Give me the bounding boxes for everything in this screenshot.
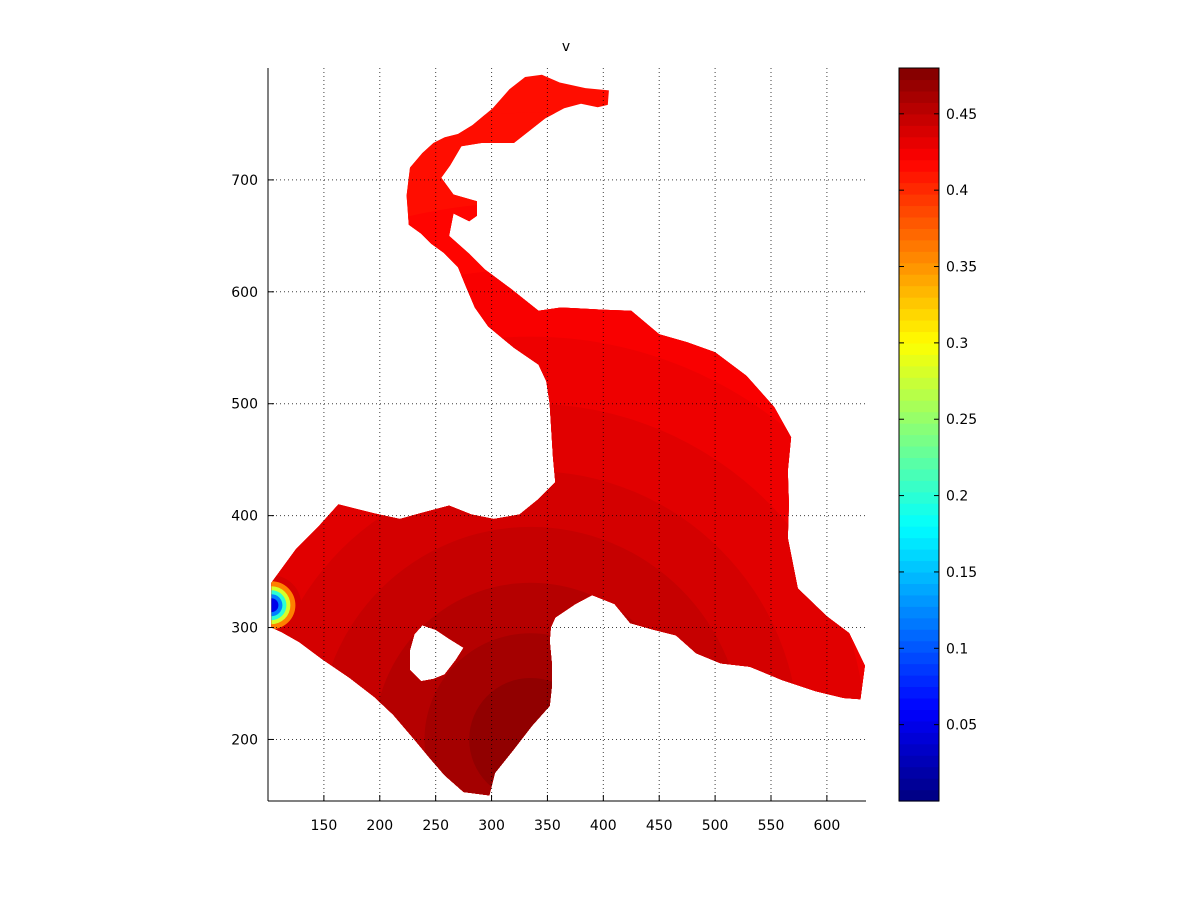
x-tick-label-200: 200 [366, 818, 393, 834]
colorbar-band-51 [899, 205, 939, 217]
x-tick-label-400: 400 [590, 818, 617, 834]
edge-anomaly-ring-5 [264, 598, 278, 612]
colorbar-band-60 [899, 102, 939, 114]
colorbar-band-10 [899, 675, 939, 687]
x-tick-label-250: 250 [422, 818, 449, 834]
colorbar-band-31 [899, 435, 939, 447]
x-tick-label-450: 450 [646, 818, 673, 834]
colorbar-band-26 [899, 492, 939, 504]
colorbar-band-39 [899, 343, 939, 355]
colorbar-band-47 [899, 251, 939, 263]
colorbar-tick-label-6: 0.35 [946, 260, 977, 276]
chart-title: v [562, 39, 570, 55]
colorbar-band-18 [899, 583, 939, 595]
colorbar-band-4 [899, 744, 939, 756]
colorbar-band-34 [899, 400, 939, 412]
colorbar-tick-label-2: 0.15 [946, 565, 977, 581]
colorbar-band-55 [899, 160, 939, 172]
colorbar-band-20 [899, 560, 939, 572]
colorbar-band-38 [899, 354, 939, 366]
colorbar-band-49 [899, 228, 939, 240]
colorbar-band-41 [899, 320, 939, 332]
colorbar-band-8 [899, 698, 939, 710]
x-tick-label-350: 350 [534, 818, 561, 834]
colorbar-tick-label-8: 0.45 [946, 107, 977, 123]
colorbar-band-48 [899, 240, 939, 252]
colorbar-band-3 [899, 755, 939, 767]
colorbar-band-7 [899, 709, 939, 721]
y-tick-label-400: 400 [231, 509, 258, 525]
colorbar-band-24 [899, 515, 939, 527]
colorbar-band-33 [899, 412, 939, 424]
colorbar-band-44 [899, 286, 939, 298]
x-tick-label-150: 150 [311, 818, 338, 834]
colorbar-band-28 [899, 469, 939, 481]
colorbar-band-9 [899, 686, 939, 698]
colorbar-band-50 [899, 217, 939, 229]
colorbar-band-22 [899, 538, 939, 550]
colorbar-band-13 [899, 641, 939, 653]
colorbar-band-12 [899, 652, 939, 664]
y-tick-label-300: 300 [231, 621, 258, 637]
colorbar-band-1 [899, 778, 939, 790]
colorbar-band-29 [899, 457, 939, 469]
colorbar-band-17 [899, 595, 939, 607]
colorbar-band-0 [899, 790, 939, 802]
colorbar-band-5 [899, 732, 939, 744]
colorbar-band-42 [899, 309, 939, 321]
colorbar-band-58 [899, 125, 939, 137]
colorbar-band-40 [899, 331, 939, 343]
colorbar-band-36 [899, 377, 939, 389]
x-tick-label-600: 600 [814, 818, 841, 834]
colorbar-band-16 [899, 606, 939, 618]
colorbar-band-46 [899, 263, 939, 275]
x-tick-label-500: 500 [702, 818, 729, 834]
colorbar-band-56 [899, 148, 939, 160]
colorbar-band-21 [899, 549, 939, 561]
colorbar-band-15 [899, 618, 939, 630]
colorbar-tick-label-0: 0.05 [946, 718, 977, 734]
colorbar-band-62 [899, 79, 939, 91]
colorbar-band-23 [899, 526, 939, 538]
colorbar-band-45 [899, 274, 939, 286]
colorbar-band-25 [899, 503, 939, 515]
y-tick-label-200: 200 [231, 733, 258, 749]
colorbar-band-19 [899, 572, 939, 584]
colorbar: 0.05 0.1 0.15 0.2 0.25 0.3 0.35 0.4 0.45 [899, 68, 977, 802]
colorbar-band-35 [899, 389, 939, 401]
colorbar-tick-label-1: 0.1 [946, 641, 968, 657]
colorbar-band-37 [899, 366, 939, 378]
colorbar-band-11 [899, 664, 939, 676]
colorbar-band-63 [899, 68, 939, 80]
y-tick-label-500: 500 [231, 397, 258, 413]
x-tick-label-550: 550 [758, 818, 785, 834]
colorbar-band-30 [899, 446, 939, 458]
colorbar-band-52 [899, 194, 939, 206]
colorbar-band-27 [899, 480, 939, 492]
colorbar-band-32 [899, 423, 939, 435]
colorbar-band-57 [899, 137, 939, 149]
colorbar-band-53 [899, 183, 939, 195]
colorbar-band-61 [899, 91, 939, 103]
y-tick-label-700: 700 [231, 173, 258, 189]
colorbar-band-43 [899, 297, 939, 309]
colorbar-band-2 [899, 767, 939, 779]
colorbar-tick-label-7: 0.4 [946, 183, 968, 199]
colorbar-band-14 [899, 629, 939, 641]
x-tick-label-300: 300 [478, 818, 505, 834]
y-tick-label-600: 600 [231, 285, 258, 301]
colorbar-band-59 [899, 114, 939, 126]
colorbar-band-54 [899, 171, 939, 183]
colorbar-tick-label-3: 0.2 [946, 489, 968, 505]
colorbar-tick-label-4: 0.25 [946, 412, 977, 428]
colorbar-band-6 [899, 721, 939, 733]
colorbar-tick-label-5: 0.3 [946, 336, 968, 352]
colorbar-bands [899, 68, 939, 802]
